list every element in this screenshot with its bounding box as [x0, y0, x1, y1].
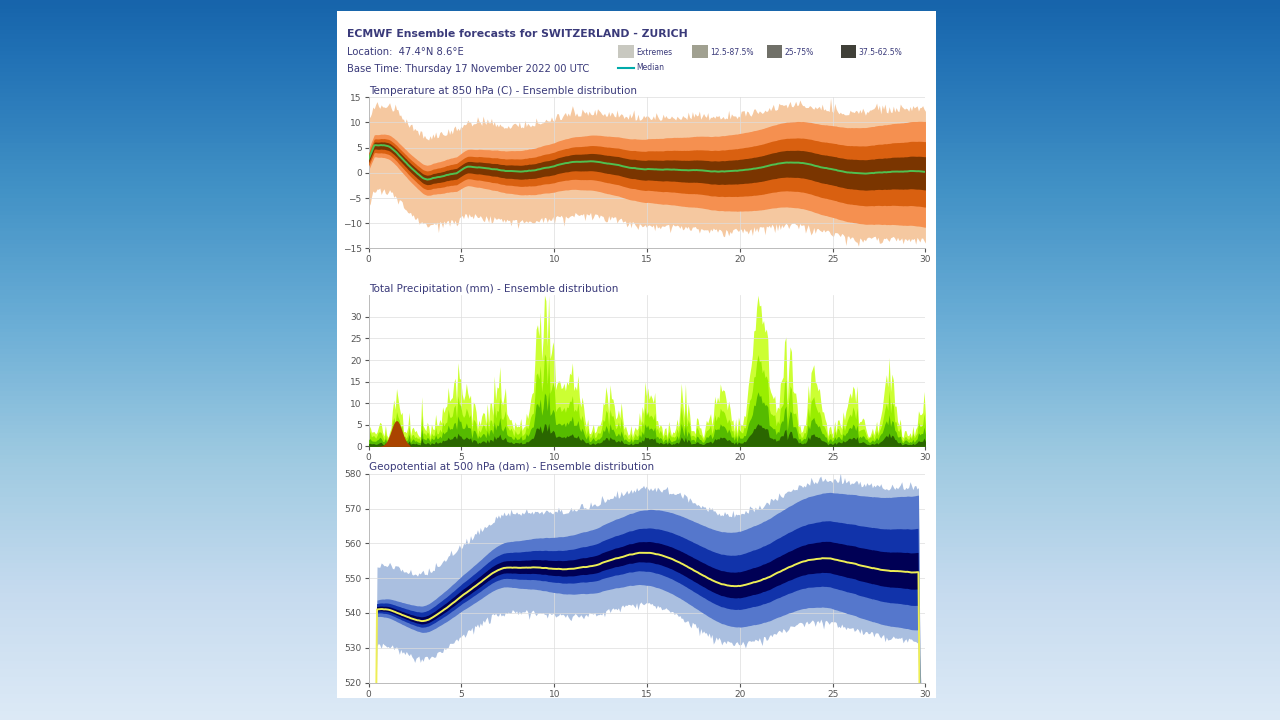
- Text: Temperature at 850 hPa (C) - Ensemble distribution: Temperature at 850 hPa (C) - Ensemble di…: [369, 86, 636, 96]
- Text: Median: Median: [636, 63, 664, 72]
- Text: 12.5-87.5%: 12.5-87.5%: [710, 48, 754, 57]
- Text: Total Precipitation (mm) - Ensemble distribution: Total Precipitation (mm) - Ensemble dist…: [369, 284, 618, 294]
- Text: ECMWF Ensemble forecasts for SWITZERLAND - ZURICH: ECMWF Ensemble forecasts for SWITZERLAND…: [347, 30, 687, 40]
- Text: Base Time: Thursday 17 November 2022 00 UTC: Base Time: Thursday 17 November 2022 00 …: [347, 64, 589, 74]
- Text: Geopotential at 500 hPa (dam) - Ensemble distribution: Geopotential at 500 hPa (dam) - Ensemble…: [369, 462, 654, 472]
- Text: 25-75%: 25-75%: [785, 48, 814, 57]
- Text: 37.5-62.5%: 37.5-62.5%: [859, 48, 902, 57]
- Text: Location:  47.4°N 8.6°E: Location: 47.4°N 8.6°E: [347, 47, 463, 57]
- Text: Extremes: Extremes: [636, 48, 672, 57]
